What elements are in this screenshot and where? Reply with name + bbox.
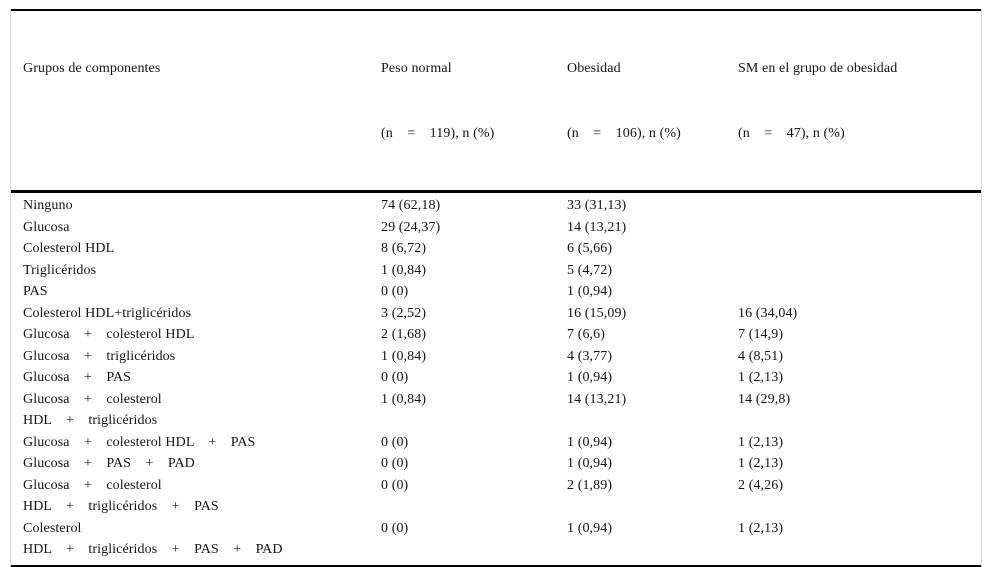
table-row: Glucosa + colesterol HDL + PAS 0 (0) 1 (… <box>11 432 981 454</box>
row-label: Glucosa + colesterol HDL <box>23 327 195 342</box>
table-row: Glucosa + colesterol HDL + triglicéridos… <box>11 475 981 518</box>
col-header-title: Grupos de componentes <box>23 61 161 76</box>
cell-sm-obesidad: 1 (2,13) <box>738 370 784 385</box>
table-row: Colesterol HDL 8 (6,72) 6 (5,66) <box>11 238 981 260</box>
table-body: Ninguno 74 (62,18) 33 (31,13) Glucosa 29… <box>11 193 981 567</box>
cell-obesidad: 5 (4,72) <box>567 262 613 278</box>
row-label: Colesterol HDL+triglicéridos <box>23 305 192 321</box>
cell-peso-normal: 74 (62,18) <box>381 198 441 213</box>
cell-peso-normal: 0 (0) <box>381 370 409 385</box>
cell-obesidad: 1 (0,94) <box>567 520 613 536</box>
row-label: PAS <box>23 284 48 299</box>
cell-obesidad: 14 (13,21) <box>567 219 627 235</box>
cell-sm-obesidad: 7 (14,9) <box>738 327 784 342</box>
cell-peso-normal: 0 (0) <box>381 434 409 450</box>
col-header-sm-obesidad: SM en el grupo de obesidad (n = 47), n (… <box>738 15 981 187</box>
col-header-subtitle: (n = 106), n (%) <box>567 125 681 141</box>
table-row: Glucosa + PAS 0 (0) 1 (0,94) 1 (2,13) <box>11 367 981 389</box>
row-label: Colesterol HDL <box>23 241 115 256</box>
row-label: Glucosa + PAS <box>23 370 132 385</box>
cell-peso-normal: 8 (6,72) <box>381 241 427 256</box>
cell-peso-normal: 0 (0) <box>381 477 409 493</box>
paper-table-figure: Grupos de componentes Peso normal (n = 1… <box>10 9 982 567</box>
col-header-title: SM en el grupo de obesidad <box>738 61 898 76</box>
row-label: Glucosa + PAS + PAD <box>23 456 195 471</box>
cell-peso-normal: 2 (1,68) <box>381 327 427 342</box>
cell-obesidad: 4 (3,77) <box>567 348 613 364</box>
cell-obesidad: 6 (5,66) <box>567 241 613 256</box>
table-row: Ninguno 74 (62,18) 33 (31,13) <box>11 195 981 217</box>
cell-peso-normal: 0 (0) <box>381 456 409 471</box>
row-label: Glucosa <box>23 219 70 235</box>
cell-obesidad: 2 (1,89) <box>567 477 613 493</box>
cell-peso-normal: 0 (0) <box>381 284 409 299</box>
table-row: Glucosa 29 (24,37) 14 (13,21) <box>11 217 981 239</box>
col-header-title: Peso normal <box>381 61 452 76</box>
cell-obesidad: 16 (15,09) <box>567 305 627 321</box>
col-header-grupos-de-componentes: Grupos de componentes <box>11 15 381 166</box>
row-label: Glucosa + triglicéridos <box>23 348 176 364</box>
row-label: Glucosa + colesterol HDL + triglicéridos… <box>23 477 219 515</box>
row-label: Glucosa + colesterol HDL + triglicéridos <box>23 391 162 429</box>
table-row: Glucosa + triglicéridos 1 (0,84) 4 (3,77… <box>11 346 981 368</box>
table-row: PAS 0 (0) 1 (0,94) <box>11 281 981 303</box>
cell-sm-obesidad: 2 (4,26) <box>738 477 784 493</box>
components-table: Grupos de componentes Peso normal (n = 1… <box>10 9 982 567</box>
row-label: Triglicéridos <box>23 262 97 278</box>
row-label: Ninguno <box>23 198 73 213</box>
cell-sm-obesidad: 4 (8,51) <box>738 348 784 364</box>
cell-sm-obesidad: 1 (2,13) <box>738 456 784 471</box>
cell-peso-normal: 1 (0,84) <box>381 348 427 364</box>
table-row: Glucosa + PAS + PAD 0 (0) 1 (0,94) 1 (2,… <box>11 453 981 475</box>
table-row: Triglicéridos 1 (0,84) 5 (4,72) <box>11 260 981 282</box>
col-header-obesidad: Obesidad (n = 106), n (%) <box>567 15 738 187</box>
cell-peso-normal: 0 (0) <box>381 520 409 536</box>
cell-obesidad: 33 (31,13) <box>567 198 627 213</box>
col-header-title: Obesidad <box>567 61 621 76</box>
cell-obesidad: 1 (0,94) <box>567 370 613 385</box>
col-header-peso-normal: Peso normal (n = 119), n (%) <box>381 15 567 187</box>
table-header-row: Grupos de componentes Peso normal (n = 1… <box>11 9 981 193</box>
cell-peso-normal: 29 (24,37) <box>381 219 441 235</box>
cell-sm-obesidad: 16 (34,04) <box>738 305 798 321</box>
cell-sm-obesidad: 14 (29,8) <box>738 391 791 407</box>
col-header-subtitle: (n = 47), n (%) <box>738 125 845 141</box>
cell-sm-obesidad: 1 (2,13) <box>738 434 784 450</box>
cell-peso-normal: 3 (2,52) <box>381 305 427 321</box>
cell-obesidad: 14 (13,21) <box>567 391 627 407</box>
table-row: Colesterol HDL+triglicéridos 3 (2,52) 16… <box>11 303 981 325</box>
cell-sm-obesidad: 1 (2,13) <box>738 520 784 536</box>
row-label: Colesterol HDL + triglicéridos + PAS + P… <box>23 520 283 558</box>
cell-peso-normal: 1 (0,84) <box>381 391 427 407</box>
row-label: Glucosa + colesterol HDL + PAS <box>23 434 256 450</box>
table-row: Colesterol HDL + triglicéridos + PAS + P… <box>11 518 981 561</box>
table-row: Glucosa + colesterol HDL 2 (1,68) 7 (6,6… <box>11 324 981 346</box>
table-row: Glucosa + colesterol HDL + triglicéridos… <box>11 389 981 432</box>
cell-obesidad: 1 (0,94) <box>567 284 613 299</box>
col-header-subtitle: (n = 119), n (%) <box>381 125 495 141</box>
cell-peso-normal: 1 (0,84) <box>381 262 427 278</box>
cell-obesidad: 1 (0,94) <box>567 434 613 450</box>
cell-obesidad: 1 (0,94) <box>567 456 613 471</box>
cell-obesidad: 7 (6,6) <box>567 327 606 342</box>
